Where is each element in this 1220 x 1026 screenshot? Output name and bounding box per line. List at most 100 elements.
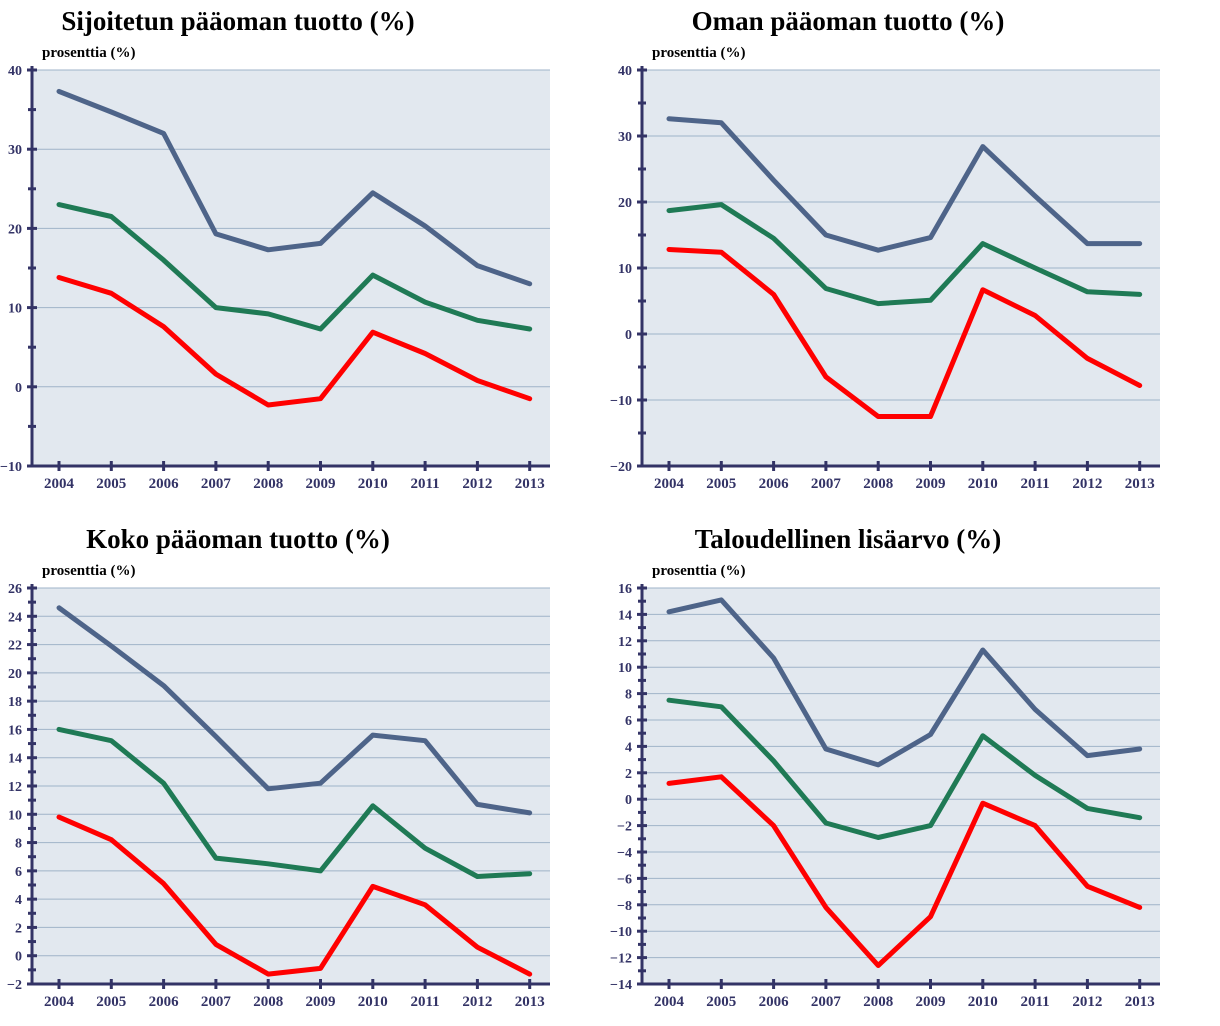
y-axis-unit-label: prosenttia (%) <box>652 563 745 579</box>
y-tick-label: −20 <box>610 460 632 475</box>
y-tick-label: −12 <box>610 952 632 967</box>
series-line-1 <box>56 605 533 816</box>
series-line-3 <box>666 247 1143 419</box>
series-line-1 <box>666 597 1143 768</box>
y-tick-label: 20 <box>8 667 22 682</box>
series-line-2 <box>56 726 533 879</box>
y-tick-label: 6 <box>625 714 632 729</box>
y-tick-label: 16 <box>8 723 22 738</box>
y-tick-label: 24 <box>8 610 22 625</box>
x-tick-label: 2013 <box>1125 476 1155 492</box>
x-tick-label: 2013 <box>515 476 545 492</box>
x-tick-label: 2013 <box>1125 994 1155 1010</box>
chart-panel-sijoitetun: Sijoitetun pääoman tuotto (%) prosenttia … <box>0 0 610 508</box>
y-tick-label: −2 <box>617 820 632 835</box>
y-tick-label: 2 <box>625 767 632 782</box>
chart-panel-oman: Oman pääoman tuotto (%) prosenttia (%) −20… <box>610 0 1220 508</box>
y-tick-label: 20 <box>618 196 632 211</box>
x-tick-label: 2004 <box>654 994 685 1010</box>
x-tick-label: 2010 <box>968 476 998 492</box>
plot-background <box>32 70 550 466</box>
y-tick-label: −10 <box>0 460 22 475</box>
chart-title: Koko pääoman tuotto (%) <box>86 524 390 554</box>
x-tick-label: 2007 <box>201 994 232 1010</box>
series-line-1 <box>56 88 533 287</box>
y-tick-label: −10 <box>610 925 632 940</box>
x-tick-label: 2005 <box>706 476 736 492</box>
series-line-3 <box>56 275 533 408</box>
series-line-2 <box>56 202 533 332</box>
x-tick-label: 2008 <box>253 994 283 1010</box>
y-tick-label: 0 <box>625 793 632 808</box>
y-tick-label: −4 <box>617 846 632 861</box>
x-tick-label: 2007 <box>811 994 842 1010</box>
series-line-2 <box>666 697 1143 840</box>
x-tick-label: 2006 <box>149 476 180 492</box>
x-tick-label: 2005 <box>96 994 126 1010</box>
y-tick-label: 30 <box>8 143 22 158</box>
x-tick-label: 2011 <box>1021 476 1050 492</box>
y-tick-label: 4 <box>625 740 632 755</box>
x-tick-label: 2010 <box>968 994 998 1010</box>
y-tick-label: 8 <box>625 688 632 703</box>
x-tick-label: 2010 <box>358 476 388 492</box>
x-tick-label: 2009 <box>306 994 336 1010</box>
x-tick-label: 2005 <box>706 994 736 1010</box>
y-tick-label: 4 <box>15 893 22 908</box>
x-tick-label: 2011 <box>411 994 440 1010</box>
y-tick-label: 2 <box>15 921 22 936</box>
x-tick-label: 2007 <box>811 476 842 492</box>
y-axis-unit-label: prosenttia (%) <box>652 45 745 61</box>
y-tick-label: −6 <box>617 872 632 887</box>
x-tick-label: 2005 <box>96 476 126 492</box>
x-tick-label: 2010 <box>358 994 388 1010</box>
x-tick-label: 2012 <box>1072 994 1102 1010</box>
x-tick-label: 2004 <box>44 476 75 492</box>
y-tick-label: 16 <box>618 582 632 597</box>
x-tick-label: 2009 <box>916 476 946 492</box>
chart-title: Sijoitetun pääoman tuotto (%) <box>61 6 414 36</box>
y-tick-label: −14 <box>610 978 632 993</box>
y-tick-label: 40 <box>618 64 632 79</box>
plot-background <box>642 588 1160 984</box>
chart-panel-taloudellinen: Taloudellinen lisäarvo (%) prosenttia (%)… <box>610 518 1220 1026</box>
y-tick-label: 0 <box>15 950 22 965</box>
y-tick-label: 10 <box>8 808 22 823</box>
series-line-1 <box>666 116 1143 253</box>
x-tick-label: 2009 <box>306 476 336 492</box>
x-tick-label: 2004 <box>654 476 685 492</box>
y-tick-label: 10 <box>8 302 22 317</box>
y-tick-label: 0 <box>625 328 632 343</box>
series-line-3 <box>56 814 533 977</box>
y-tick-label: −2 <box>7 978 22 993</box>
chart-svg: Taloudellinen lisäarvo (%) prosenttia (%)… <box>610 524 1160 1010</box>
x-tick-label: 2011 <box>1021 994 1050 1010</box>
x-tick-label: 2008 <box>863 476 893 492</box>
y-axis-unit-label: prosenttia (%) <box>42 563 135 579</box>
x-tick-label: 2006 <box>759 476 790 492</box>
y-tick-label: −10 <box>610 394 632 409</box>
y-tick-label: 10 <box>618 262 632 277</box>
series-line-2 <box>666 202 1143 307</box>
y-tick-label: 12 <box>8 780 22 795</box>
x-tick-label: 2006 <box>149 994 180 1010</box>
chart-title: Oman pääoman tuotto (%) <box>692 6 1005 36</box>
y-tick-label: 14 <box>618 608 632 623</box>
y-tick-label: 10 <box>618 661 632 676</box>
y-tick-label: 8 <box>15 837 22 852</box>
series-line-3 <box>666 774 1143 968</box>
x-tick-label: 2007 <box>201 476 232 492</box>
y-tick-label: 6 <box>15 865 22 880</box>
x-tick-label: 2008 <box>253 476 283 492</box>
chart-title: Taloudellinen lisäarvo (%) <box>695 524 1002 554</box>
y-tick-label: 40 <box>8 64 22 79</box>
chart-svg: Oman pääoman tuotto (%) prosenttia (%) −20… <box>610 6 1160 492</box>
y-tick-label: 26 <box>8 582 22 597</box>
x-tick-label: 2006 <box>759 994 790 1010</box>
x-tick-label: 2004 <box>44 994 75 1010</box>
x-tick-label: 2011 <box>411 476 440 492</box>
chart-svg: Koko pääoman tuotto (%) prosenttia (%) −2 0… <box>7 524 550 1010</box>
x-tick-label: 2009 <box>916 994 946 1010</box>
chart-svg: Sijoitetun pääoman tuotto (%) prosenttia … <box>0 6 550 492</box>
y-tick-label: 22 <box>8 639 22 654</box>
